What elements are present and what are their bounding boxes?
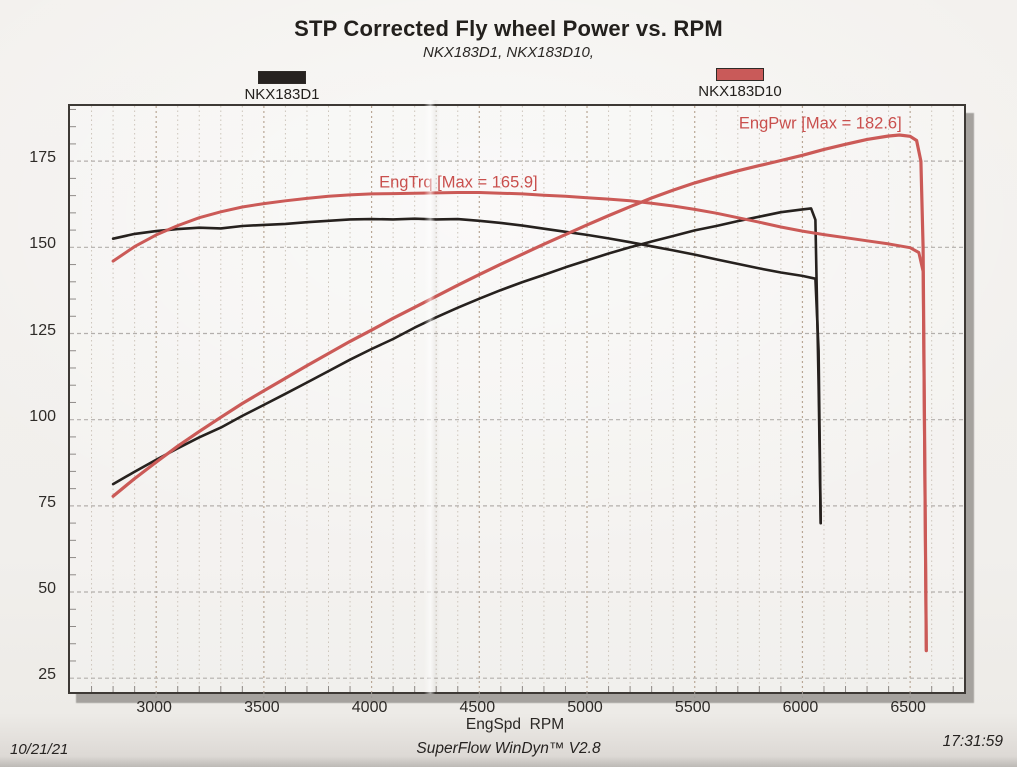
legend-entry-nkx183d1: NKX183D1 <box>232 71 332 103</box>
page-title: STP Corrected Fly wheel Power vs. RPM <box>294 16 723 41</box>
y-tick-label: 150 <box>29 235 56 253</box>
x-tick-label: 5500 <box>674 699 711 716</box>
x-tick-label: 3000 <box>136 699 172 716</box>
nkx183d10-engpwr-curve <box>111 133 928 653</box>
plot-area: EngTrq [Max = 165.9] EngPwr [Max = 182.6] <box>68 104 966 705</box>
engtrq-max-label: EngTrq [Max = 165.9] <box>379 174 538 192</box>
nkx183d10-engtrq-curve <box>111 191 928 653</box>
x-tick-label: 5000 <box>567 699 603 716</box>
x-tick-label: 4500 <box>459 699 496 716</box>
x-tick-label: 6500 <box>890 699 926 716</box>
dyno-chart: EngTrq [Max = 165.9] EngPwr [Max = 182.6] <box>70 106 964 705</box>
engpwr-max-label: EngPwr [Max = 182.6] <box>739 114 902 132</box>
legend-swatch-black <box>258 71 306 84</box>
y-tick-label: 50 <box>38 580 56 598</box>
page-subtitle: NKX183D1, NKX183D10, <box>423 44 594 61</box>
y-tick-label: 125 <box>29 321 56 339</box>
x-tick-label: 3500 <box>244 699 280 716</box>
footer-date: 10/21/21 <box>10 741 69 758</box>
y-tick-label: 100 <box>29 407 56 425</box>
x-axis-label: EngSpd RPM <box>465 716 565 733</box>
footer-time: 17:31:59 <box>942 733 1003 750</box>
legend-label-nkx183d1: NKX183D1 <box>244 86 320 103</box>
y-tick-label: 25 <box>38 666 56 684</box>
legend-label-nkx183d10: NKX183D10 <box>698 83 782 100</box>
x-tick-label: 4000 <box>351 699 388 716</box>
nkx183d1-engpwr-curve <box>111 207 823 525</box>
nkx183d1-engtrq-curve <box>111 217 823 525</box>
x-tick-label: 6000 <box>782 699 819 716</box>
y-tick-label: 175 <box>29 149 56 167</box>
footer-software: SuperFlow WinDyn™ V2.8 <box>416 740 601 757</box>
y-tick-label: 75 <box>38 493 56 511</box>
legend-swatch-red <box>716 68 764 81</box>
legend-entry-nkx183d10: NKX183D10 <box>690 68 790 100</box>
